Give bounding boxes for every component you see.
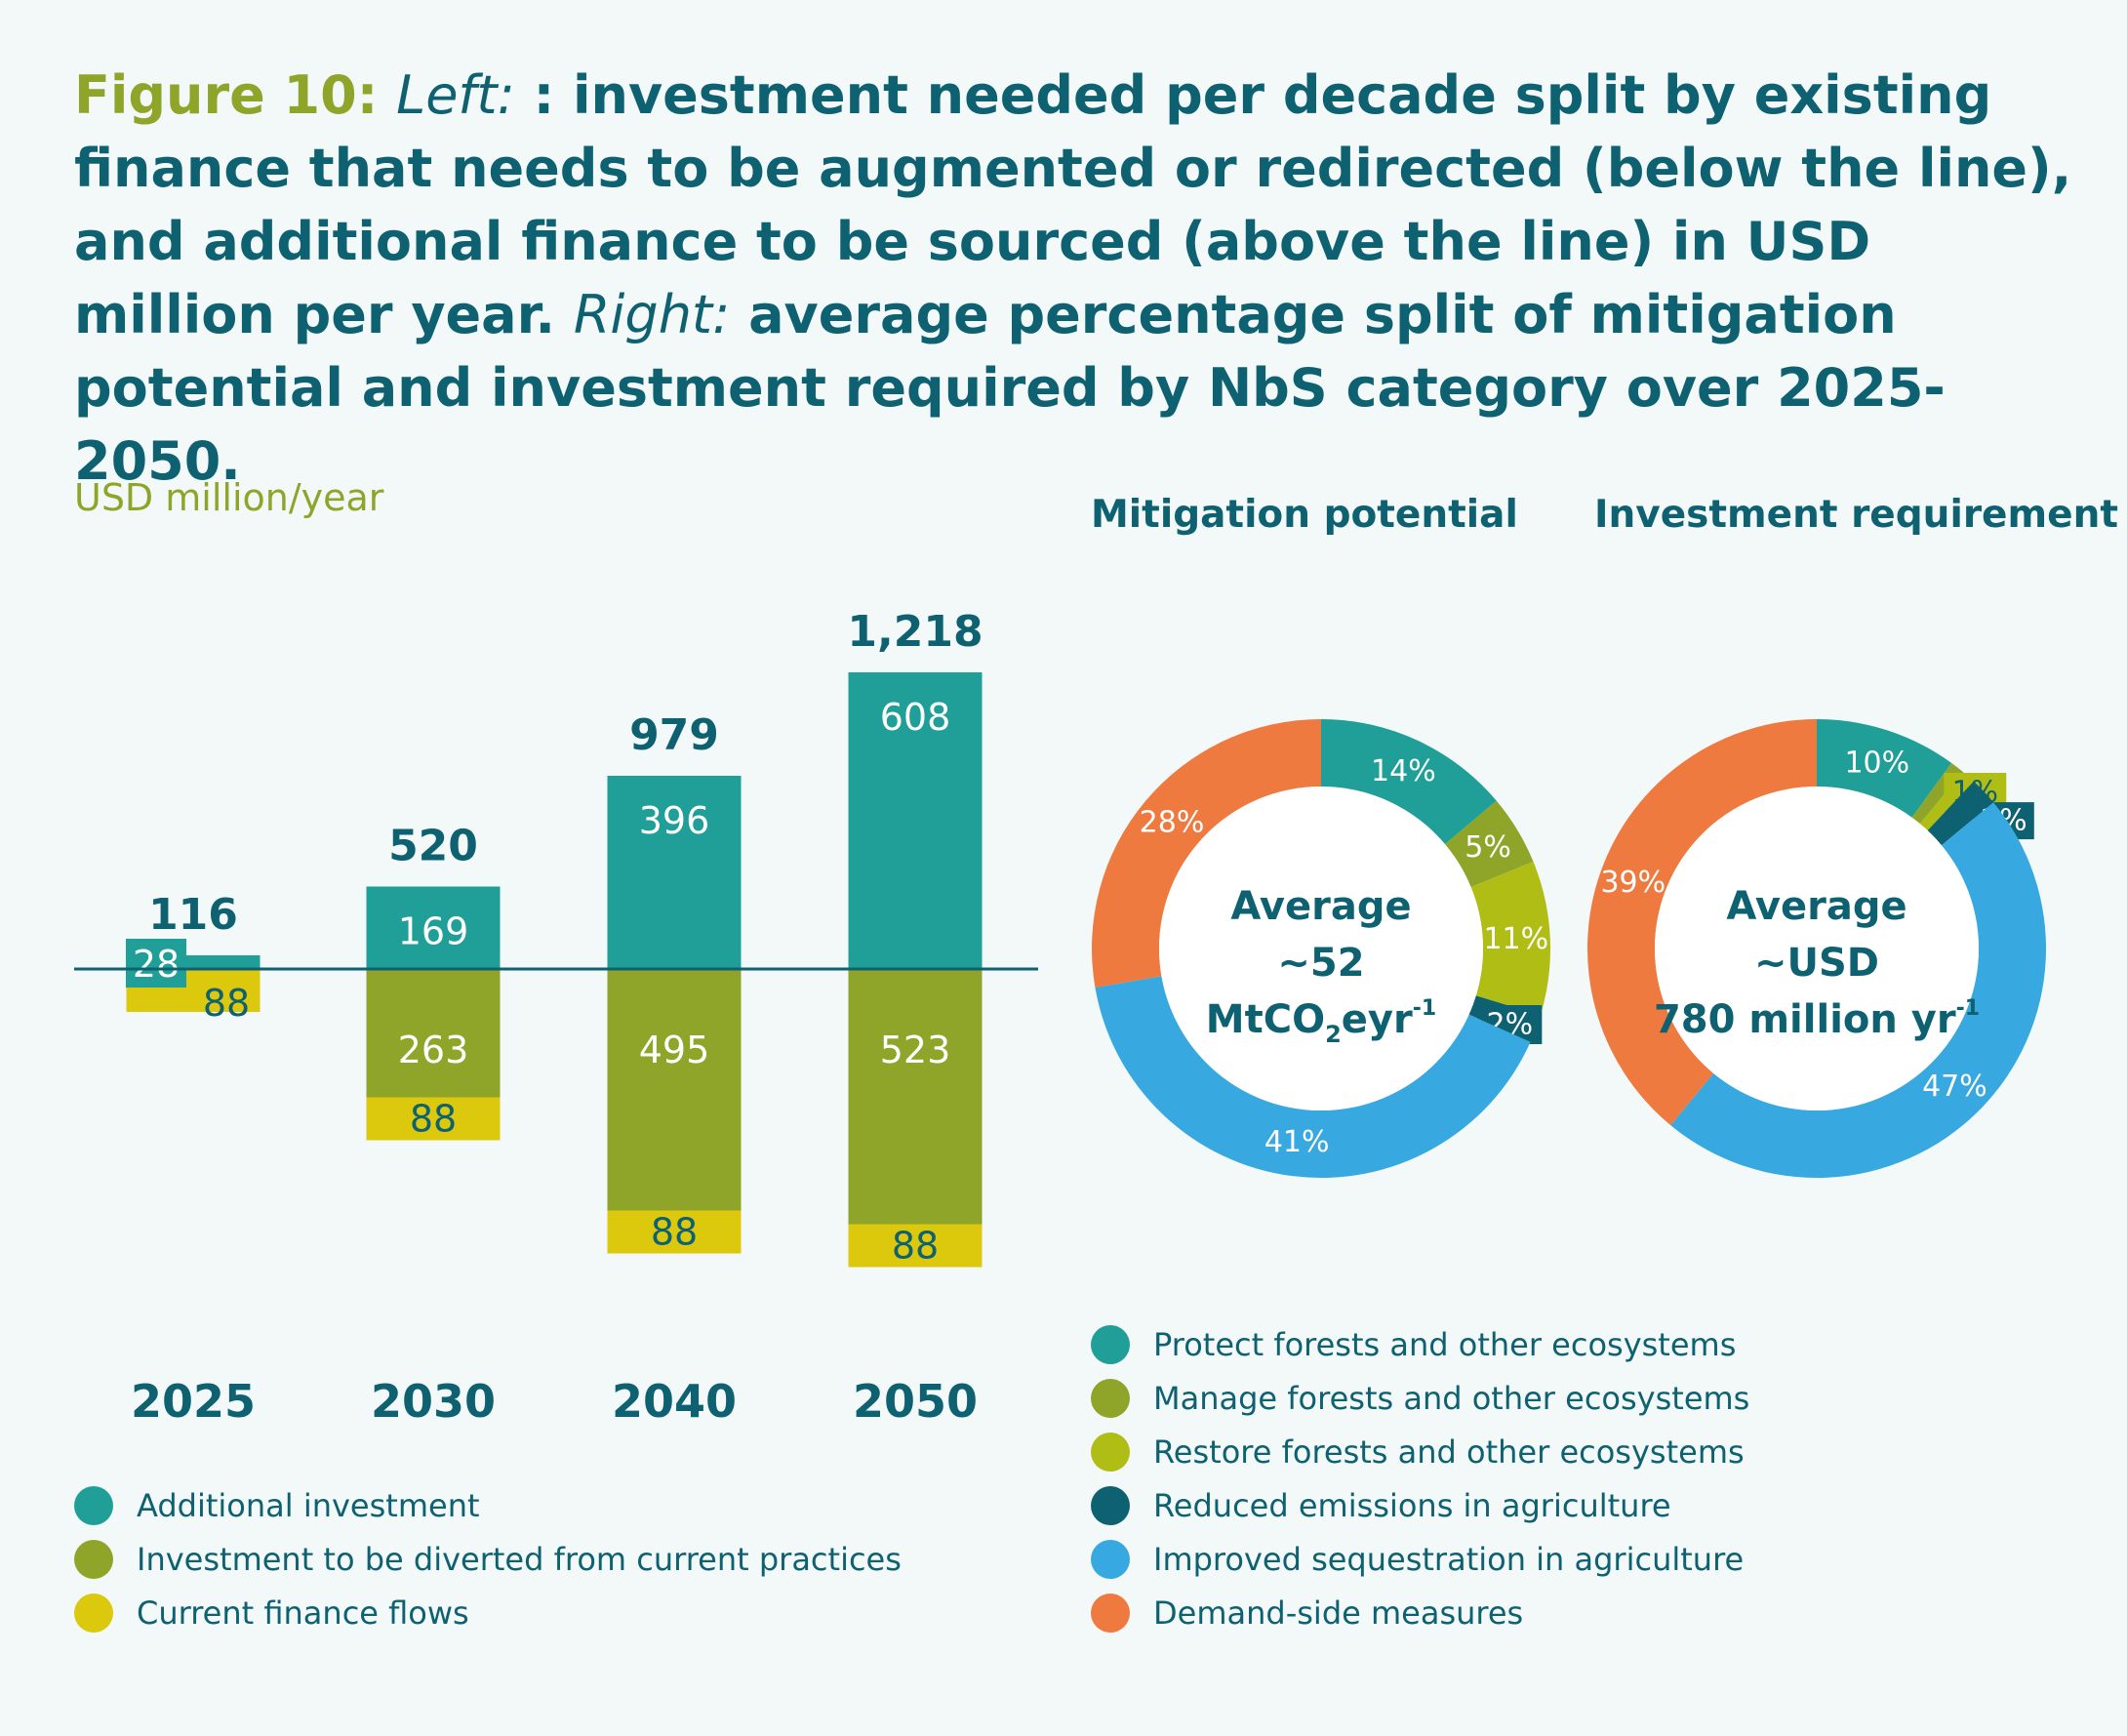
bar-label-diverted-2050: 523 <box>880 1029 951 1071</box>
bar-label-box-additional-2025 <box>126 939 186 988</box>
investment-center-line-1: Average <box>1726 884 1906 929</box>
bar-diverted-2050 <box>848 969 983 1225</box>
mitigation-slice-demand <box>1092 719 1321 989</box>
bar-legend: Additional investment Investment to be di… <box>74 1478 902 1639</box>
donut-legend-label: Demand-side measures <box>1153 1594 1524 1632</box>
bar-label-additional-2050: 608 <box>880 696 951 739</box>
bar-additional-2050 <box>848 672 983 969</box>
bar-label-additional-2025: 28 <box>133 943 180 986</box>
bar-current-2050 <box>848 1224 983 1268</box>
title-part-2: average percentage split of mitigation p… <box>74 284 1946 492</box>
donut-legend-label: Manage forests and other ecosystems <box>1153 1379 1750 1417</box>
mitigation-slice-protect <box>1321 719 1497 845</box>
donut-legend-swatch-icon <box>1091 1432 1130 1472</box>
donut-legend-item: Reduced emissions in agriculture <box>1091 1478 1749 1532</box>
bar-total-2025: 116 <box>148 890 238 940</box>
bar-label-current-2030: 88 <box>410 1098 457 1141</box>
donut-legend-swatch-icon <box>1091 1324 1130 1364</box>
mitigation-slice-restore <box>1470 861 1550 1016</box>
donut-legend-item: Demand-side measures <box>1091 1586 1749 1639</box>
mitigation-label-manage: 5% <box>1465 830 1511 865</box>
donut-legend: Protect forests and other ecosystems Mana… <box>1091 1317 1749 1639</box>
bar-legend-item: Current finance flows <box>74 1586 902 1639</box>
donut-legend-item: Protect forests and other ecosystems <box>1091 1317 1749 1371</box>
y-axis-unit-label: USD million/year <box>74 476 384 519</box>
bar-legend-swatch-icon <box>74 1539 113 1579</box>
bar-label-additional-2040: 396 <box>639 799 710 842</box>
mitigation-donut-title: Mitigation potential <box>1091 493 1518 537</box>
mitigation-center-unit: MtCO2eyr-1 <box>1206 996 1436 1048</box>
bar-current-2040 <box>607 1210 742 1254</box>
x-tick-2040: 2040 <box>612 1375 737 1428</box>
donut-legend-label: Restore forests and other ecosystems <box>1153 1433 1745 1471</box>
title-part-1: : investment needed per decade split by … <box>74 64 2072 345</box>
bar-label-current-2040: 88 <box>651 1211 698 1254</box>
donut-legend-swatch-icon <box>1091 1378 1130 1418</box>
investment-label-demand: 39% <box>1600 866 1665 900</box>
investment-donut-title: Investment requirement <box>1594 493 2118 537</box>
bar-total-2050: 1,218 <box>847 607 983 657</box>
investment-center <box>1655 787 1979 1110</box>
mitigation-slice-improved <box>1095 976 1531 1179</box>
investment-center-unit: 780 million yr-1 <box>1654 996 1980 1042</box>
bar-additional-2030 <box>366 886 501 969</box>
bar-label-current-2050: 88 <box>892 1225 939 1268</box>
bar-legend-label: Additional investment <box>137 1486 480 1524</box>
donut-legend-item: Improved sequestration in agriculture <box>1091 1532 1749 1586</box>
bar-legend-item: Additional investment <box>74 1478 902 1532</box>
mitigation-center-line-1: Average <box>1230 884 1411 929</box>
mitigation-label-demand: 28% <box>1140 806 1205 840</box>
bar-legend-label: Current finance flows <box>137 1594 469 1632</box>
figure-title: Figure 10: Left: : investment needed per… <box>74 59 2084 498</box>
bar-label-additional-2030: 169 <box>398 910 469 953</box>
bar-current-2030 <box>366 1097 501 1141</box>
bar-additional-2040 <box>607 776 742 969</box>
donut-legend-label: Protect forests and other ecosystems <box>1153 1325 1737 1363</box>
investment-slice-demand <box>1587 719 1817 1126</box>
bar-label-current-2025: 88 <box>203 982 250 1025</box>
donut-legend-item: Manage forests and other ecosystems <box>1091 1371 1749 1425</box>
donut-legend-label: Reduced emissions in agriculture <box>1153 1486 1671 1524</box>
investment-slice-reduced <box>1927 781 1994 846</box>
figure-label: Figure 10: <box>74 64 379 126</box>
donut-legend-item: Restore forests and other ecosystems <box>1091 1425 1749 1478</box>
investment-center-line-2: ~USD <box>1754 941 1879 986</box>
investment-label-protect: 10% <box>1844 746 1909 780</box>
donut-legend-swatch-icon <box>1091 1539 1130 1579</box>
title-left-label: Left: <box>396 64 515 126</box>
bar-diverted-2040 <box>607 969 742 1211</box>
mitigation-label-protect: 14% <box>1371 754 1436 788</box>
mitigation-label-improved: 41% <box>1264 1125 1330 1159</box>
title-right-label: Right: <box>573 284 731 345</box>
mitigation-label-restore: 11% <box>1483 922 1548 956</box>
bar-label-diverted-2030: 263 <box>398 1029 469 1071</box>
bar-legend-item: Investment to be diverted from current p… <box>74 1532 902 1586</box>
bar-total-2040: 979 <box>629 710 719 760</box>
mitigation-center <box>1159 787 1483 1110</box>
x-tick-2050: 2050 <box>853 1375 978 1428</box>
investment-slice-improved <box>1670 802 2046 1178</box>
x-tick-2030: 2030 <box>371 1375 496 1428</box>
investment-label-improved: 47% <box>1922 1070 1987 1104</box>
donut-legend-label: Improved sequestration in agriculture <box>1153 1540 1745 1578</box>
donut-legend-swatch-icon <box>1091 1485 1130 1525</box>
investment-slice-protect <box>1817 719 1952 818</box>
bar-legend-swatch-icon <box>74 1485 113 1525</box>
mitigation-center-line-2: ~52 <box>1277 941 1364 986</box>
bar-legend-label: Investment to be diverted from current p… <box>137 1540 902 1578</box>
bar-legend-swatch-icon <box>74 1593 113 1633</box>
bar-chart: 28 88 116 2025 169 263 88 520 2030 396 495 88 979 204… <box>74 607 1038 1428</box>
bar-label-diverted-2040: 495 <box>639 1029 710 1071</box>
donut-legend-swatch-icon <box>1091 1593 1130 1633</box>
bar-diverted-2030 <box>366 969 501 1098</box>
mitigation-slice-manage <box>1444 800 1534 888</box>
bar-total-2030: 520 <box>388 822 478 871</box>
x-tick-2025: 2025 <box>131 1375 256 1428</box>
